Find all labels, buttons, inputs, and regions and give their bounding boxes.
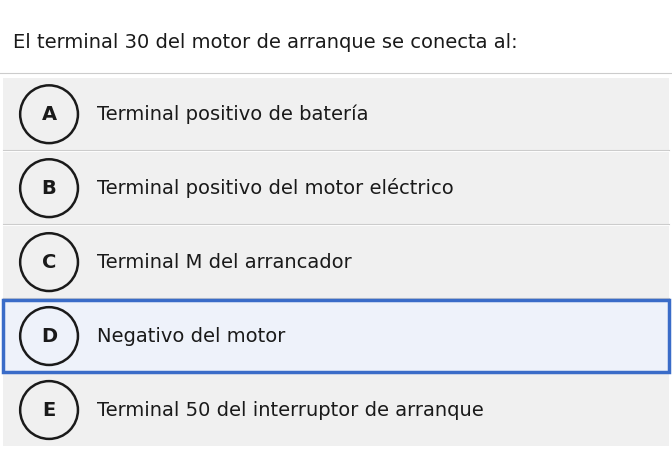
Text: B: B — [42, 179, 56, 198]
Text: E: E — [42, 401, 56, 419]
Text: Terminal M del arrancador: Terminal M del arrancador — [97, 253, 352, 272]
Ellipse shape — [20, 307, 78, 365]
Ellipse shape — [20, 381, 78, 439]
Ellipse shape — [20, 85, 78, 143]
Text: Negativo del motor: Negativo del motor — [97, 327, 286, 346]
FancyBboxPatch shape — [3, 226, 669, 298]
Ellipse shape — [20, 159, 78, 217]
FancyBboxPatch shape — [3, 374, 669, 446]
Text: C: C — [42, 253, 56, 272]
Text: El terminal 30 del motor de arranque se conecta al:: El terminal 30 del motor de arranque se … — [13, 33, 518, 52]
Ellipse shape — [20, 233, 78, 291]
FancyBboxPatch shape — [3, 78, 669, 150]
Text: Terminal 50 del interruptor de arranque: Terminal 50 del interruptor de arranque — [97, 401, 485, 419]
Text: D: D — [41, 327, 57, 346]
FancyBboxPatch shape — [3, 152, 669, 224]
FancyBboxPatch shape — [3, 300, 669, 372]
Text: Terminal positivo de batería: Terminal positivo de batería — [97, 104, 369, 124]
Text: A: A — [42, 105, 56, 124]
Text: Terminal positivo del motor eléctrico: Terminal positivo del motor eléctrico — [97, 178, 454, 198]
